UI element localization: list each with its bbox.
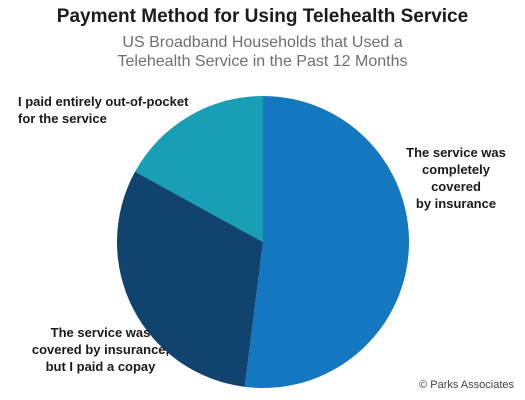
source-credit: © Parks Associates: [419, 379, 514, 391]
slice-label-copay: The service was covered by insurance, bu…: [18, 324, 183, 375]
slice-label-line: The service was: [50, 325, 151, 340]
pie-slices: [117, 96, 409, 388]
slice-label-line: by insurance: [415, 196, 497, 211]
slice-label-line: covered by insurance,: [31, 342, 170, 357]
chart-subtitle: US Broadband Households that Used a Tele…: [0, 33, 525, 71]
slice-label-line: The service was: [406, 145, 506, 160]
subtitle-line-2: Telehealth Service in the Past 12 Months: [117, 53, 408, 70]
slice-label-line: I paid entirely out-of-pocket: [18, 94, 189, 109]
slice-label-line: but I paid a copay: [45, 359, 156, 374]
slice-label-line: completely covered: [422, 162, 490, 194]
slice-label-out-of-pocket: I paid entirely out-of-pocket for the se…: [18, 93, 208, 127]
slice-completely-covered: [244, 96, 409, 388]
slice-label-line: for the service: [18, 111, 107, 126]
slice-label-completely-covered: The service was completely covered by in…: [396, 144, 516, 212]
chart-title: Payment Method for Using Telehealth Serv…: [56, 6, 469, 27]
subtitle-line-1: US Broadband Households that Used a: [122, 34, 403, 51]
slice-out-of-pocket: [135, 96, 263, 242]
slice-copay: [117, 171, 264, 387]
